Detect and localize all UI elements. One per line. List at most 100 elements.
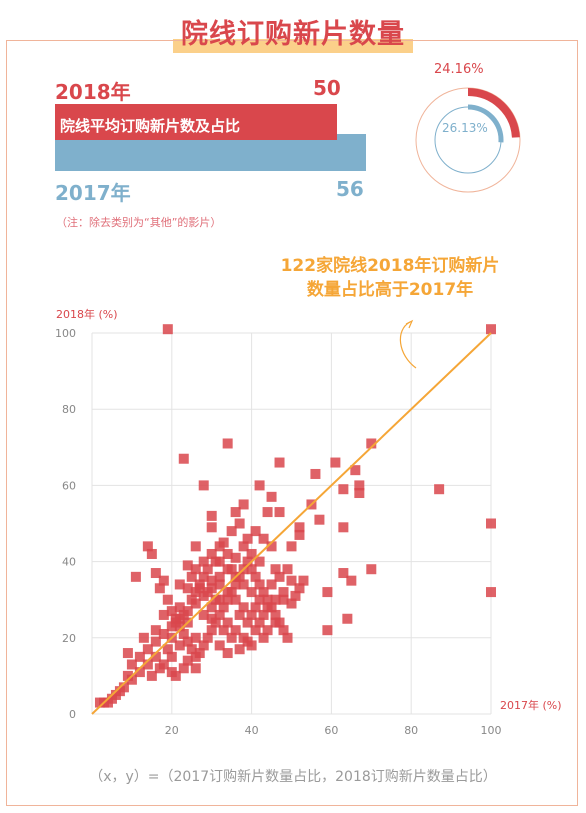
scatter-point [286,575,297,586]
scatter-point [342,613,353,624]
scatter-point [198,609,209,620]
scatter-point [210,556,221,567]
scatter-point [146,548,157,559]
scatter-point [230,552,241,563]
annotation-line-2: 数量占比高于2017年 [306,280,474,300]
scatter-point [270,594,281,605]
scatter-point [138,632,149,643]
scatter-point [190,541,201,552]
year-2018-label: 2018年 [55,80,131,104]
scatter-point [354,488,365,499]
scatter-point [206,522,217,533]
scatter-point [330,457,341,468]
y-axis-title: 2018年 (%) [56,308,118,321]
scatter-point [218,537,229,548]
scatter-point [174,602,185,613]
scatter-point [142,644,153,655]
scatter-point [206,510,217,521]
scatter-point [346,575,357,586]
scatter-point [206,613,217,624]
scatter-point [310,468,321,479]
scatter-point [218,602,229,613]
scatter-point [258,533,269,544]
scatter-point [142,541,153,552]
scatter-point [350,465,361,476]
scatter-point [134,667,145,678]
scatter-point [182,636,193,647]
scatter-point [222,648,233,659]
page-title-text: 院线订购新片数量 [181,19,405,50]
y-tick-label: 20 [62,632,76,645]
scatter-point [142,659,153,670]
scatter-point [262,625,273,636]
year-2018-value: 50 [313,76,341,100]
scatter-point [202,564,213,575]
scatter-point [226,564,237,575]
scatter-point [154,663,165,674]
scatter-point [298,575,309,586]
scatter-point [186,644,197,655]
scatter-point [238,602,249,613]
scatter-point [202,632,213,643]
y-tick-label: 60 [62,479,76,492]
arc-2017 [467,104,504,143]
scatter-point [262,594,273,605]
x-tick-label: 60 [324,724,338,737]
scatter-point [266,541,277,552]
scatter-point [190,564,201,575]
year-2017-label: 2017年 [55,181,131,205]
annotation-line-1: 122家院线2018年订购新片 [280,256,500,276]
scatter-point [366,564,377,575]
content-frame [6,40,578,806]
scatter-point [214,579,225,590]
reference-line [91,332,492,715]
scatter-point [170,670,181,681]
points [94,324,496,708]
scatter-point [214,609,225,620]
scatter-point [242,636,253,647]
scatter-point [254,617,265,628]
scatter-point [238,579,249,590]
scatter-point [266,491,277,502]
scatter-point [174,579,185,590]
scatter-point [258,587,269,598]
scatter-point [282,632,293,643]
scatter-point [486,324,496,335]
scatter-point [242,617,253,628]
page-title: 院线订购新片数量 [173,12,413,53]
x-tick-label: 80 [404,724,418,737]
scatter-point [278,587,289,598]
scatter-point [294,583,305,594]
scatter-point [230,594,241,605]
scatter-point [206,602,217,613]
scatter-point [226,526,237,537]
scatter-point [154,583,165,594]
scatter-point [486,587,496,598]
scatter-point [274,617,285,628]
scatter-point [198,640,209,651]
scatter-point [162,644,173,655]
scatter-point [314,514,325,525]
y-tick-label: 80 [62,403,76,416]
scatter-point [146,670,157,681]
scatter-point [238,541,249,552]
scatter-point [122,648,133,659]
annotation-arrowhead [405,319,414,329]
scatter-point [226,632,237,643]
scatter-point [166,606,177,617]
scatter-point [290,590,301,601]
scatter-point [262,602,273,613]
scatter-point [282,564,293,575]
scatter-point [222,594,233,605]
scatter-point [198,571,209,582]
scatter-point [258,632,269,643]
scatter-point [214,640,225,651]
ticks: 20 40 60 80 100 0 20 40 60 80 100 [55,327,502,737]
scatter-point [198,480,209,491]
scatter-point [178,609,189,620]
scatter-point [286,541,297,552]
scatter-point [130,571,141,582]
scatter-point [250,571,261,582]
scatter-point [182,655,193,666]
scatter-point [338,522,349,533]
